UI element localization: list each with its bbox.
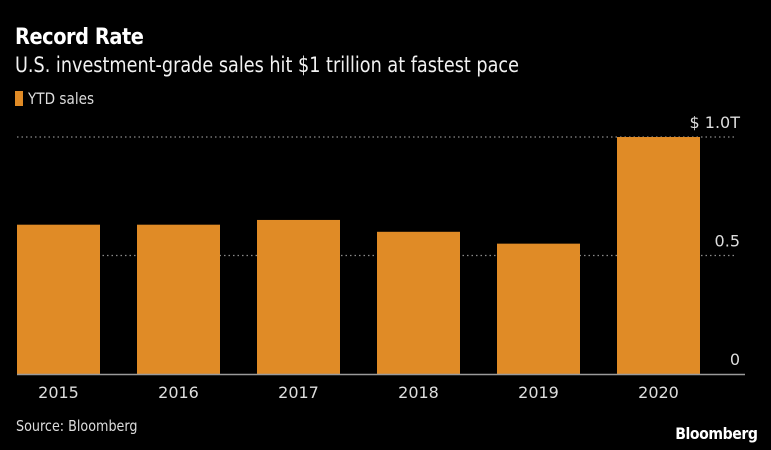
x-tick-labels: 2015 2016 2017 2018 2019 2020: [38, 383, 679, 402]
x-tick-label-2019: 2019: [518, 383, 559, 402]
bar-2020: [617, 137, 700, 374]
x-tick-label-2015: 2015: [38, 383, 79, 402]
y-tick-label-1: $ 1.0T: [690, 113, 741, 132]
x-tick-label-2017: 2017: [278, 383, 319, 402]
bloomberg-logo: Bloomberg: [674, 424, 758, 443]
bar-layer: [17, 137, 700, 374]
x-tick-label-2018: 2018: [398, 383, 439, 402]
y-tick-labels: 0 0.5 $ 1.0T: [690, 113, 741, 369]
legend: YTD sales: [15, 89, 106, 108]
bar-2019: [497, 243, 580, 374]
y-tick-label-0: 0: [730, 350, 740, 369]
x-tick-label-2016: 2016: [158, 383, 199, 402]
legend-label-ytd-sales: YTD sales: [28, 89, 95, 108]
x-tick-label-2020: 2020: [638, 383, 679, 402]
chart-title: Record Rate: [15, 25, 144, 50]
source-note: Source: Bloomberg: [16, 417, 138, 435]
bar-2015: [17, 224, 100, 374]
legend-swatch-ytd-sales: [15, 91, 23, 106]
y-tick-label-0-5: 0.5: [715, 232, 740, 251]
bar-2017: [257, 219, 340, 374]
chart-subtitle: U.S. investment-grade sales hit $1 trill…: [15, 53, 519, 77]
bar-2018: [377, 231, 460, 374]
bar-2016: [137, 224, 220, 374]
